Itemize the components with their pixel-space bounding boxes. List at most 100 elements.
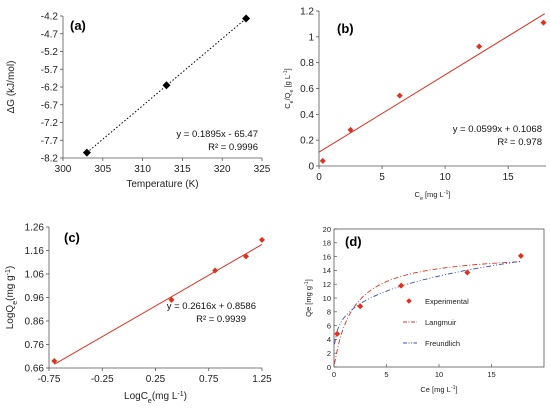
data-point — [51, 357, 58, 364]
langmuir-curve — [334, 261, 521, 364]
data-point — [243, 253, 250, 260]
data-point — [357, 303, 364, 310]
y-tick-label: 14 — [323, 266, 331, 275]
fit-line — [318, 13, 546, 153]
panel-label: (b) — [337, 21, 354, 36]
x-tick-label: 300 — [55, 164, 72, 175]
legend-label-experimental: Experimental — [425, 297, 469, 306]
y-tick-label: 1.26 — [25, 223, 45, 234]
legend-marker-experimental — [406, 298, 412, 304]
y-tick-label: 0.8 — [300, 58, 314, 69]
x-tick-label: 15 — [487, 370, 495, 379]
y-tick-label: 1.2 — [300, 7, 314, 18]
data-point — [82, 148, 91, 157]
y-tick-label: 0.6 — [300, 84, 314, 95]
fit-equation: y = 0.1895x - 65.47 — [176, 129, 258, 140]
y-tick-label: 16 — [323, 252, 331, 261]
y-tick-label: -6.7 — [41, 100, 59, 111]
x-tick-label: 325 — [254, 164, 271, 175]
x-tick-label: 5 — [379, 172, 385, 183]
y-tick-label: -4.7 — [41, 29, 59, 40]
x-axis-title: Ce [mg L-1] — [415, 190, 451, 202]
panel-label: (d) — [345, 234, 362, 249]
data-point — [259, 236, 265, 243]
legend-label-freundlich: Freundlich — [425, 339, 460, 348]
data-point — [476, 43, 483, 50]
data-point — [162, 81, 171, 90]
data-point — [396, 92, 403, 99]
chart-b: 0 0.2 0.4 0.6 0.8 1 1.2 0 5 10 15 Ce [mg L-1] Ce/Qe … — [283, 7, 547, 202]
y-tick-label: 2 — [327, 349, 331, 358]
y-tick-label: 6 — [327, 321, 331, 330]
y-tick-label: 1.06 — [25, 270, 45, 281]
y-tick-label: 0.86 — [25, 317, 45, 328]
x-tick-label: 10 — [435, 370, 443, 379]
x-tick-label: 5 — [384, 370, 388, 379]
fit-line — [54, 244, 263, 365]
chart-c: 0.66 0.76 0.86 0.96 1.06 1.16 1.26 -0.75 -0.25 0.… — [5, 223, 273, 405]
y-tick-label: 10 — [323, 294, 331, 303]
x-tick-label: 315 — [174, 164, 191, 175]
x-tick-label: 10 — [440, 172, 452, 183]
r-squared: R² = 0.9996 — [208, 142, 258, 153]
x-tick-label: 1.25 — [252, 374, 272, 385]
y-tick-label: -8.2 — [41, 154, 59, 165]
data-point — [540, 19, 547, 26]
x-tick-label: 0 — [316, 172, 322, 183]
chart-d: 0 2 4 6 8 10 12 14 16 18 20 0 5 10 15 Ce [mg L-1] Qe [mg… — [304, 225, 545, 394]
r-squared: R² = 0.9939 — [196, 314, 246, 325]
y-tick-label: 0 — [308, 162, 314, 173]
fit-equation: y = 0.0599x + 0.1068 — [453, 124, 542, 135]
x-tick-label: 320 — [214, 164, 231, 175]
panel-label: (a) — [70, 18, 86, 33]
y-tick-label: 4 — [327, 335, 331, 344]
y-tick-label: 1 — [308, 32, 314, 43]
x-tick-label: 0.25 — [146, 374, 166, 385]
y-tick-label: 12 — [323, 280, 331, 289]
y-tick-label: 0.4 — [300, 110, 314, 121]
y-tick-label: 20 — [323, 225, 331, 234]
y-axis-title: ΔG (kJ/mol) — [6, 61, 17, 114]
y-tick-label: 0.66 — [25, 364, 45, 375]
y-tick-label: 0.76 — [25, 340, 45, 351]
data-point — [347, 126, 354, 133]
data-point — [398, 282, 405, 289]
data-point — [334, 330, 341, 337]
x-axis-title: Temperature (K) — [126, 179, 198, 190]
x-tick-label: 15 — [503, 172, 515, 183]
x-tick-label: -0.75 — [38, 374, 61, 385]
data-point — [517, 252, 524, 259]
data-point — [212, 267, 219, 274]
y-axis-title: LogQe(mg g-1) — [5, 266, 19, 330]
y-tick-label: -6.2 — [41, 83, 59, 94]
y-tick-label: -5.7 — [41, 65, 59, 76]
y-axis-title: Qe [mg g-1] — [304, 279, 313, 317]
y-tick-label: 1.16 — [25, 246, 45, 257]
y-axis-title: Ce/Qe [g L-1] — [283, 68, 295, 109]
y-tick-label: -7.2 — [41, 118, 59, 129]
y-tick-label: -7.7 — [41, 136, 59, 147]
x-tick-label: -0.25 — [91, 374, 114, 385]
y-tick-label: 0 — [327, 363, 331, 372]
x-tick-label: 310 — [134, 164, 151, 175]
x-tick-label: 0.75 — [199, 374, 219, 385]
panel-label: (c) — [64, 230, 80, 245]
legend-label-langmuir: Langmuir — [425, 318, 457, 327]
data-point — [242, 14, 251, 23]
y-tick-label: 8 — [327, 308, 331, 317]
y-tick-label: -4.2 — [41, 12, 59, 23]
data-point — [464, 269, 471, 276]
x-axis-title: Ce [mg L-1] — [420, 385, 457, 394]
x-axis-title: LogCe(mg L-1) — [124, 391, 187, 405]
data-point — [319, 157, 326, 164]
data-point — [168, 296, 175, 303]
r-squared: R² = 0.978 — [497, 137, 542, 148]
y-tick-label: 18 — [323, 239, 331, 248]
freundlich-curve — [334, 260, 521, 345]
x-tick-label: 305 — [94, 164, 111, 175]
y-tick-label: 0.96 — [25, 293, 45, 304]
x-tick-label: 0 — [332, 370, 336, 379]
fit-equation: y = 0.2616x + 0.8586 — [167, 301, 256, 312]
y-tick-label: -5.2 — [41, 47, 59, 58]
